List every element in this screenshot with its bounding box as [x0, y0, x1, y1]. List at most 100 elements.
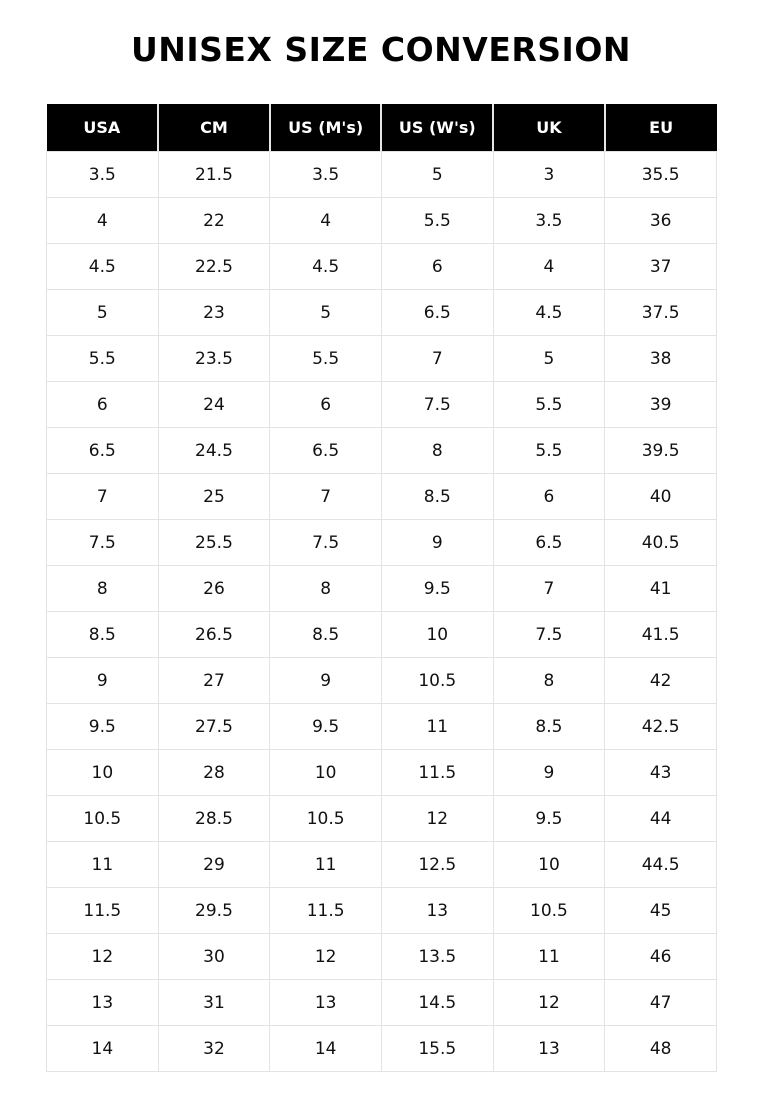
table-header-row: USA CM US (M's) US (W's) UK EU: [46, 104, 717, 152]
cell-us-w-s: 10: [380, 611, 494, 658]
cell-uk: 6: [492, 473, 606, 520]
cell-uk: 7.5: [492, 611, 606, 658]
cell-eu: 42.5: [604, 703, 717, 750]
table-row: 4 22 4 5.5 3.5 36: [46, 197, 717, 244]
cell-usa: 5.5: [46, 335, 159, 382]
cell-us-w-s: 15.5: [380, 1025, 494, 1072]
cell-eu: 41.5: [604, 611, 717, 658]
cell-uk: 9.5: [492, 795, 606, 842]
column-header-cm: CM: [158, 104, 271, 152]
cell-us-m-s: 13: [269, 979, 382, 1026]
cell-us-w-s: 11.5: [380, 749, 494, 796]
cell-uk: 10.5: [492, 887, 606, 934]
table-row: 10 28 10 11.5 9 43: [46, 749, 717, 796]
table-row: 9 27 9 10.5 8 42: [46, 657, 717, 704]
cell-us-m-s: 11: [269, 841, 382, 888]
cell-cm: 28: [157, 749, 271, 796]
cell-usa: 11.5: [46, 887, 159, 934]
cell-cm: 21.5: [157, 151, 271, 198]
cell-eu: 40: [604, 473, 717, 520]
cell-us-w-s: 12: [380, 795, 494, 842]
cell-us-w-s: 7.5: [380, 381, 494, 428]
table-row: 4.5 22.5 4.5 6 4 37: [46, 243, 717, 290]
cell-us-w-s: 6: [380, 243, 494, 290]
cell-usa: 10: [46, 749, 159, 796]
cell-uk: 3.5: [492, 197, 606, 244]
cell-cm: 30: [157, 933, 271, 980]
cell-us-w-s: 6.5: [380, 289, 494, 336]
cell-us-m-s: 5: [269, 289, 382, 336]
table-row: 13 31 13 14.5 12 47: [46, 979, 717, 1026]
cell-us-w-s: 7: [380, 335, 494, 382]
cell-uk: 11: [492, 933, 606, 980]
cell-usa: 6.5: [46, 427, 159, 474]
cell-eu: 39: [604, 381, 717, 428]
cell-us-m-s: 5.5: [269, 335, 382, 382]
cell-us-w-s: 9: [380, 519, 494, 566]
cell-us-m-s: 10: [269, 749, 382, 796]
cell-uk: 4.5: [492, 289, 606, 336]
cell-eu: 36: [604, 197, 717, 244]
cell-uk: 10: [492, 841, 606, 888]
cell-uk: 3: [492, 151, 606, 198]
table-row: 14 32 14 15.5 13 48: [46, 1025, 717, 1072]
cell-us-m-s: 6.5: [269, 427, 382, 474]
cell-cm: 23: [157, 289, 271, 336]
cell-us-m-s: 10.5: [269, 795, 382, 842]
cell-uk: 12: [492, 979, 606, 1026]
cell-cm: 22: [157, 197, 271, 244]
table-row: 6 24 6 7.5 5.5 39: [46, 381, 717, 428]
cell-cm: 25: [157, 473, 271, 520]
table-row: 5 23 5 6.5 4.5 37.5: [46, 289, 717, 336]
cell-usa: 12: [46, 933, 159, 980]
cell-eu: 48: [604, 1025, 717, 1072]
cell-us-m-s: 8.5: [269, 611, 382, 658]
cell-eu: 35.5: [604, 151, 717, 198]
cell-us-w-s: 10.5: [380, 657, 494, 704]
cell-us-w-s: 5.5: [380, 197, 494, 244]
cell-eu: 42: [604, 657, 717, 704]
cell-cm: 29: [157, 841, 271, 888]
cell-eu: 39.5: [604, 427, 717, 474]
column-header-eu: EU: [604, 104, 717, 152]
cell-usa: 9: [46, 657, 159, 704]
cell-eu: 43: [604, 749, 717, 796]
cell-cm: 25.5: [157, 519, 271, 566]
cell-us-m-s: 3.5: [269, 151, 382, 198]
cell-usa: 4: [46, 197, 159, 244]
table-row: 6.5 24.5 6.5 8 5.5 39.5: [46, 427, 717, 474]
cell-eu: 47: [604, 979, 717, 1026]
cell-us-m-s: 8: [269, 565, 382, 612]
cell-us-m-s: 14: [269, 1025, 382, 1072]
cell-us-w-s: 8: [380, 427, 494, 474]
cell-uk: 13: [492, 1025, 606, 1072]
cell-cm: 24: [157, 381, 271, 428]
cell-eu: 40.5: [604, 519, 717, 566]
cell-us-m-s: 6: [269, 381, 382, 428]
cell-uk: 8.5: [492, 703, 606, 750]
cell-eu: 44.5: [604, 841, 717, 888]
cell-uk: 5.5: [492, 381, 606, 428]
cell-uk: 5: [492, 335, 606, 382]
cell-usa: 10.5: [46, 795, 159, 842]
table-row: 3.5 21.5 3.5 5 3 35.5: [46, 151, 717, 198]
cell-usa: 3.5: [46, 151, 159, 198]
table-row: 7.5 25.5 7.5 9 6.5 40.5: [46, 519, 717, 566]
column-header-usa: USA: [46, 104, 160, 152]
cell-usa: 8: [46, 565, 159, 612]
cell-usa: 8.5: [46, 611, 159, 658]
cell-cm: 26.5: [157, 611, 271, 658]
cell-cm: 23.5: [157, 335, 271, 382]
cell-us-m-s: 4: [269, 197, 382, 244]
table-row: 5.5 23.5 5.5 7 5 38: [46, 335, 717, 382]
cell-usa: 11: [46, 841, 159, 888]
cell-us-w-s: 12.5: [380, 841, 494, 888]
cell-uk: 4: [492, 243, 606, 290]
cell-eu: 38: [604, 335, 717, 382]
cell-usa: 6: [46, 381, 159, 428]
cell-eu: 37.5: [604, 289, 717, 336]
cell-cm: 28.5: [157, 795, 271, 842]
cell-cm: 32: [157, 1025, 271, 1072]
cell-eu: 41: [604, 565, 717, 612]
cell-cm: 29.5: [157, 887, 271, 934]
